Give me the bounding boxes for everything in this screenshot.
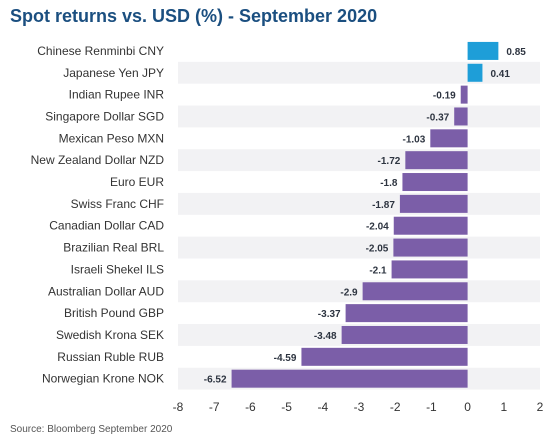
category-label: British Pound GBP — [64, 306, 164, 320]
row-band — [178, 192, 540, 215]
x-tick-label: 2 — [537, 400, 544, 414]
bar — [399, 194, 468, 213]
bar — [231, 369, 468, 388]
value-label: -3.37 — [318, 309, 341, 320]
value-label: -1.87 — [372, 200, 395, 211]
bar — [341, 325, 468, 344]
bar — [301, 347, 468, 366]
category-label: Australian Dollar AUD — [48, 284, 164, 298]
category-labels: Chinese Renminbi CNY Japanese Yen JPY Indi… — [31, 44, 165, 386]
category-label: Swedish Krona SEK — [56, 328, 164, 342]
value-label: -2.05 — [366, 244, 389, 255]
value-label: -2.04 — [366, 222, 389, 233]
bar — [391, 260, 468, 279]
row-band — [178, 105, 540, 128]
x-tick-label: -7 — [209, 400, 220, 414]
bar — [362, 282, 468, 301]
category-label: Canadian Dollar CAD — [49, 219, 164, 233]
category-label: Israeli Shekel ILS — [71, 262, 164, 276]
value-label: -0.19 — [433, 91, 456, 102]
category-label: New Zealand Dollar NZD — [31, 153, 165, 167]
bar — [345, 304, 468, 323]
bar — [467, 41, 499, 60]
x-tick-label: -8 — [173, 400, 184, 414]
value-label: -0.37 — [426, 112, 449, 123]
x-tick-label: -5 — [281, 400, 292, 414]
value-label: -6.52 — [204, 375, 227, 386]
value-labels: 0.85 0.41 -0.19 -0.37-1.03-1.72 -1.8 -1.87 -2.… — [204, 47, 526, 386]
category-label: Swiss Franc CHF — [71, 197, 164, 211]
value-label: -3.48 — [314, 331, 337, 342]
x-tick-label: -6 — [245, 400, 256, 414]
value-label: -2.1 — [369, 265, 387, 276]
row-band — [178, 280, 540, 303]
source-note: Source: Bloomberg September 2020 — [10, 424, 173, 435]
bar — [430, 129, 468, 148]
value-label: -4.59 — [274, 353, 297, 364]
x-tick-label: -3 — [354, 400, 365, 414]
category-label: Indian Rupee INR — [69, 88, 165, 102]
row-band — [178, 236, 540, 259]
value-label: 0.41 — [490, 69, 510, 80]
category-label: Brazilian Real BRL — [63, 241, 164, 255]
row-band — [178, 61, 540, 84]
category-label: Russian Ruble RUB — [57, 350, 164, 364]
x-tick-label: 0 — [464, 400, 471, 414]
value-label: -1.03 — [403, 134, 426, 145]
bar — [402, 173, 468, 192]
x-tick-label: -4 — [317, 400, 328, 414]
category-label: Mexican Peso MXN — [59, 131, 164, 145]
category-label: Norwegian Krone NOK — [42, 372, 164, 386]
value-label: -1.72 — [378, 156, 401, 167]
value-label: -1.8 — [380, 178, 398, 189]
category-label: Euro EUR — [110, 175, 164, 189]
category-label: Singapore Dollar SGD — [45, 109, 164, 123]
x-tick-label: -2 — [390, 400, 401, 414]
bar — [393, 216, 468, 235]
value-label: 0.85 — [506, 47, 526, 58]
x-tick-label: 1 — [500, 400, 507, 414]
category-label: Chinese Renminbi CNY — [37, 44, 164, 58]
x-axis-ticks: -8 -7 -6 -5 -4 -3 -2 -1 0 1 2 — [173, 400, 544, 414]
bar-chart: Chinese Renminbi CNY Japanese Yen JPY Indi… — [31, 41, 544, 414]
bar — [454, 107, 468, 126]
bar — [460, 85, 468, 104]
x-tick-label: -1 — [426, 400, 437, 414]
value-label: -2.9 — [340, 287, 358, 298]
bar — [393, 238, 468, 257]
chart-title: Spot returns vs. USD (%) - September 202… — [10, 6, 378, 26]
bars — [231, 41, 499, 388]
bar — [467, 63, 483, 82]
category-label: Japanese Yen JPY — [63, 66, 164, 80]
bar — [405, 151, 468, 170]
row-band — [178, 149, 540, 172]
